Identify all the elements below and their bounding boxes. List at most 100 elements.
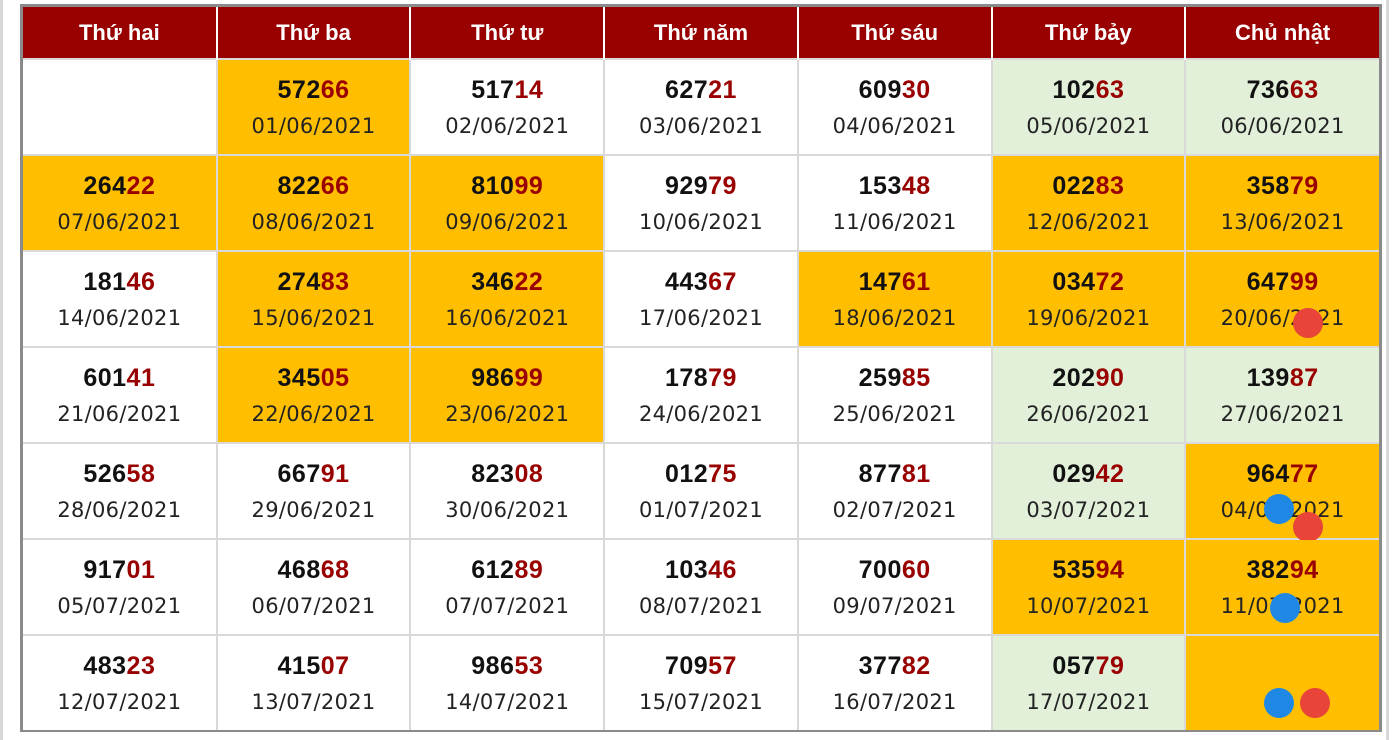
result-cell: 10346 08/07/2021 — [603, 538, 798, 635]
result-cell: 46868 06/07/2021 — [215, 538, 411, 635]
result-date: 08/07/2021 — [638, 594, 763, 618]
result-date: 14/07/2021 — [445, 690, 570, 714]
result-number-tail: 90 — [1095, 364, 1125, 392]
result-number: 81099 — [411, 171, 603, 201]
result-date: 17/06/2021 — [638, 306, 763, 330]
red-dot-marker — [1293, 308, 1324, 338]
result-number-tail: 68 — [320, 556, 350, 584]
result-cell: 81099 09/06/2021 — [409, 154, 605, 251]
result-number-tail: 23 — [126, 652, 156, 680]
result-number: 51714 — [411, 75, 603, 105]
result-number-head: 609 — [858, 76, 902, 104]
calendar-week-row: 60141 21/06/2021 34505 22/06/2021 98699 23/06… — [23, 346, 1379, 443]
result-cell: 57266 01/06/2021 — [215, 58, 411, 155]
result-date: 07/06/2021 — [57, 210, 182, 234]
result-number-tail: 83 — [1095, 172, 1125, 200]
result-cell: 41507 13/07/2021 — [215, 634, 411, 730]
result-date: 09/06/2021 — [445, 210, 570, 234]
result-number: 53594 — [993, 555, 1185, 585]
result-date: 15/07/2021 — [638, 690, 763, 714]
result-number-head: 964 — [1246, 460, 1290, 488]
result-cell: 18146 14/06/2021 — [23, 250, 217, 347]
result-cell: 14761 18/06/2021 — [796, 250, 992, 347]
red-dot-marker — [1293, 512, 1324, 542]
result-cell: 82308 30/06/2021 — [409, 442, 605, 539]
result-number-head: 929 — [664, 172, 709, 200]
result-cell: 62721 03/06/2021 — [603, 58, 798, 155]
result-number: 57266 — [218, 75, 410, 105]
right-edge-rule — [1386, 0, 1389, 740]
result-number-tail: 89 — [514, 556, 544, 584]
result-number-head: 345 — [277, 364, 321, 392]
result-cell: 73663 06/06/2021 — [1184, 58, 1379, 155]
result-number-tail: 01 — [126, 556, 156, 584]
result-number-head: 627 — [664, 76, 709, 104]
result-number-head: 415 — [277, 652, 321, 680]
result-number-tail: 66 — [320, 76, 350, 104]
result-number-tail: 41 — [126, 364, 156, 392]
result-number: 60141 — [23, 363, 216, 393]
result-number-head: 012 — [664, 460, 709, 488]
result-number-head: 264 — [83, 172, 127, 200]
empty-cell — [23, 58, 217, 155]
result-date: 06/07/2021 — [251, 594, 376, 618]
result-number-tail: 48 — [901, 172, 931, 200]
result-number-tail: 79 — [708, 364, 737, 392]
result-date: 01/06/2021 — [251, 114, 376, 138]
result-cell: 34622 16/06/2021 — [409, 250, 605, 347]
result-number: 52658 — [23, 459, 216, 489]
result-cell: 35879 13/06/2021 — [1184, 154, 1379, 251]
result-number: 25985 — [799, 363, 991, 393]
results-calendar: Thứ hai Thứ ba Thứ tư Thứ năm Thứ sáu Th… — [20, 4, 1382, 732]
result-number-tail: 81 — [901, 460, 931, 488]
result-number: 48323 — [23, 651, 216, 681]
result-date: 21/06/2021 — [57, 402, 182, 426]
result-number-tail: 79 — [1289, 172, 1319, 200]
result-cell: 60141 21/06/2021 — [23, 346, 217, 443]
results-table: Thứ hai Thứ ba Thứ tư Thứ năm Thứ sáu Th… — [23, 7, 1379, 730]
header-friday: Thứ sáu — [796, 7, 992, 59]
result-cell: 52658 28/06/2021 — [23, 442, 217, 539]
result-date: 28/06/2021 — [57, 498, 182, 522]
result-number-head: 483 — [83, 652, 127, 680]
result-number-tail: 46 — [708, 556, 737, 584]
result-number-tail: 46 — [126, 268, 156, 296]
result-number-head: 986 — [471, 364, 515, 392]
result-number: 01275 — [605, 459, 797, 489]
result-number-head: 535 — [1052, 556, 1096, 584]
result-number: 91701 — [23, 555, 216, 585]
result-number: 02283 — [993, 171, 1185, 201]
result-date: 06/06/2021 — [1220, 114, 1345, 138]
blue-dot-marker — [1270, 593, 1301, 623]
result-number: 02942 — [993, 459, 1185, 489]
result-date: 03/06/2021 — [638, 114, 763, 138]
result-number-head: 022 — [1052, 172, 1096, 200]
calendar-body: 57266 01/06/2021 51714 02/06/2021 62721 03/06… — [23, 58, 1379, 730]
result-cell: 01275 01/07/2021 — [603, 442, 798, 539]
result-cell: 61289 07/07/2021 — [409, 538, 605, 635]
result-number-head: 612 — [471, 556, 515, 584]
result-date: 02/06/2021 — [445, 114, 570, 138]
result-cell: 15348 11/06/2021 — [796, 154, 992, 251]
result-date: 05/06/2021 — [1026, 114, 1151, 138]
result-number-head: 647 — [1246, 268, 1290, 296]
result-date: 20/06/2021 — [1220, 306, 1345, 330]
result-number-head: 986 — [471, 652, 515, 680]
result-cell: 10263 05/06/2021 — [990, 58, 1186, 155]
result-number: 35879 — [1186, 171, 1379, 201]
result-number: 46868 — [218, 555, 410, 585]
calendar-week-row: 52658 28/06/2021 66791 29/06/2021 82308 30/06… — [23, 442, 1379, 542]
result-date: 04/06/2021 — [832, 114, 957, 138]
result-number-head: 259 — [858, 364, 902, 392]
result-number-head: 358 — [1246, 172, 1290, 200]
result-number-head: 346 — [471, 268, 515, 296]
result-number-head: 810 — [471, 172, 515, 200]
result-number: 70957 — [605, 651, 797, 681]
result-number: 60930 — [799, 75, 991, 105]
result-cell: 3829411/07/2021 — [1184, 538, 1379, 635]
result-cell: 02283 12/06/2021 — [990, 154, 1186, 251]
result-number-head: 526 — [83, 460, 127, 488]
result-cell: 64799 20/06/2021 — [1184, 250, 1379, 347]
result-number-head: 029 — [1052, 460, 1096, 488]
result-number-head: 877 — [858, 460, 902, 488]
